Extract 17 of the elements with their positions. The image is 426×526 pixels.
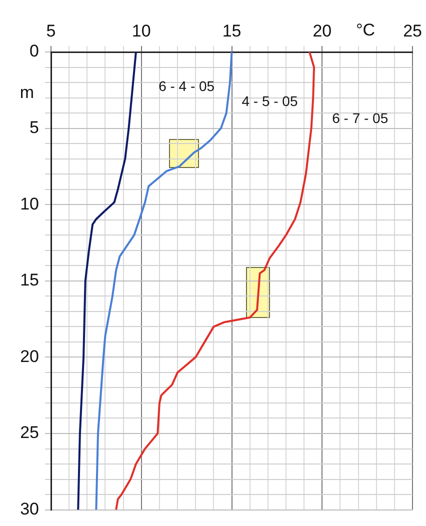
y-tick-label: 30 <box>20 499 39 518</box>
y-tick-label: 20 <box>20 346 39 366</box>
series-label: 6 - 7 - 05 <box>332 110 388 126</box>
y-tick-label: 15 <box>20 270 39 290</box>
x-tick-label: 15 <box>222 21 242 40</box>
y-tick-label: 25 <box>20 423 39 442</box>
x-tick-label: 10 <box>132 21 151 40</box>
series-label: 6 - 4 - 05 <box>158 78 215 94</box>
y-axis-title: m <box>20 82 34 102</box>
y-tick-label: 0 <box>30 42 39 61</box>
y-tick-label: 10 <box>20 194 39 214</box>
x-tick-label: 25 <box>403 21 422 40</box>
x-tick-label: 5 <box>46 21 56 40</box>
series-label: 4 - 5 - 05 <box>242 93 298 110</box>
y-tick-label: 5 <box>30 118 39 137</box>
x-axis-title: °C <box>356 20 376 40</box>
x-tick-label: 20 <box>312 21 332 40</box>
